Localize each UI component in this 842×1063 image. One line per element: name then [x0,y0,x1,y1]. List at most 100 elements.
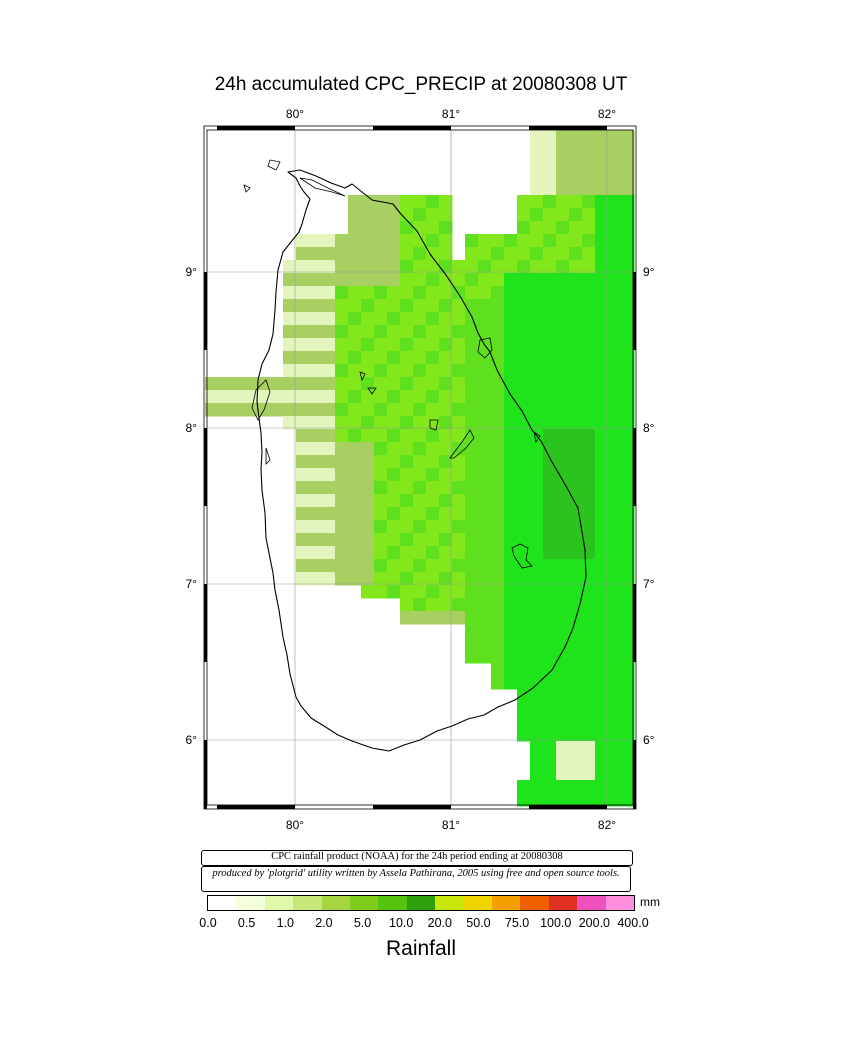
grid-cell [452,273,466,287]
grid-cell [556,416,570,430]
grid-cell [582,325,596,339]
grid-cell [348,221,362,235]
grid-cell [582,182,596,196]
grid-cell [400,559,414,573]
grid-cell [348,442,362,456]
grid-cell [322,481,336,495]
grid-cell [400,585,414,599]
grid-cell [478,650,492,664]
grid-cell [387,494,401,508]
grid-cell [569,364,583,378]
grid-cell [608,429,622,443]
grid-cell [530,481,544,495]
grid-cell [491,520,505,534]
grid-cell [439,273,453,287]
grid-cell [556,260,570,274]
grid-cell [530,195,544,209]
grid-cell [491,273,505,287]
grid-cell [413,338,427,352]
grid-cell [478,273,492,287]
grid-cell [569,676,583,690]
grid-cell [621,715,635,729]
grid-cell [491,429,505,443]
grid-cell [478,364,492,378]
grid-cell [270,403,284,417]
grid-cell [582,273,596,287]
grid-cell [361,429,375,443]
grid-cell [582,156,596,170]
grid-cell [309,312,323,326]
grid-cell [491,247,505,261]
grid-cell [543,481,557,495]
grid-cell [439,546,453,560]
legend-label: 0.0 [199,916,217,930]
grid-cell [439,312,453,326]
grid-cell [361,533,375,547]
grid-cell [608,455,622,469]
grid-cell [543,572,557,586]
grid-cell [504,338,518,352]
grid-cell [595,130,609,144]
grid-cell [582,468,596,482]
grid-cell [322,468,336,482]
grid-cell [621,559,635,573]
legend-swatch [350,896,379,910]
grid-cell [504,572,518,586]
grid-cell [439,559,453,573]
grid-cell [478,325,492,339]
grid-cell [361,455,375,469]
grid-cell [361,585,375,599]
grid-cell [361,507,375,521]
grid-cell [608,715,622,729]
grid-cell [582,429,596,443]
grid-cell [283,286,297,300]
grid-cell [439,364,453,378]
grid-cell [374,364,388,378]
grid-cell [309,325,323,339]
grid-cell [556,702,570,716]
grid-cell [530,416,544,430]
grid-cell [621,585,635,599]
grid-cell [413,494,427,508]
grid-cell [556,598,570,612]
grid-cell [335,403,349,417]
grid-cell [465,572,479,586]
grid-cell [413,221,427,235]
grid-cell [335,572,349,586]
grid-cell [569,624,583,638]
grid-cell [530,247,544,261]
grid-cell [569,689,583,703]
grid-cell [348,260,362,274]
grid-cell [517,780,531,794]
grid-cell [569,481,583,495]
grid-cell [582,299,596,313]
grid-cell [283,364,297,378]
grid-cell [621,468,635,482]
grid-cell [491,663,505,677]
grid-cell [283,325,297,339]
grid-cell [543,598,557,612]
grid-cell [621,377,635,391]
grid-cell [556,585,570,599]
grid-cell [556,143,570,157]
grid-cell [543,767,557,781]
grid-cell [582,585,596,599]
grid-cell [374,507,388,521]
grid-cell [400,494,414,508]
grid-cell [452,572,466,586]
grid-cell [517,533,531,547]
grid-cell [387,403,401,417]
grid-cell [283,351,297,365]
grid-cell [608,481,622,495]
grid-cell [595,312,609,326]
grid-cell [595,702,609,716]
grid-cell [621,169,635,183]
grid-cell [387,247,401,261]
grid-cell [322,533,336,547]
grid-cell [348,208,362,222]
grid-cell [452,481,466,495]
grid-cell [582,481,596,495]
grid-cell [335,273,349,287]
grid-cell [543,793,557,807]
grid-cell [361,299,375,313]
